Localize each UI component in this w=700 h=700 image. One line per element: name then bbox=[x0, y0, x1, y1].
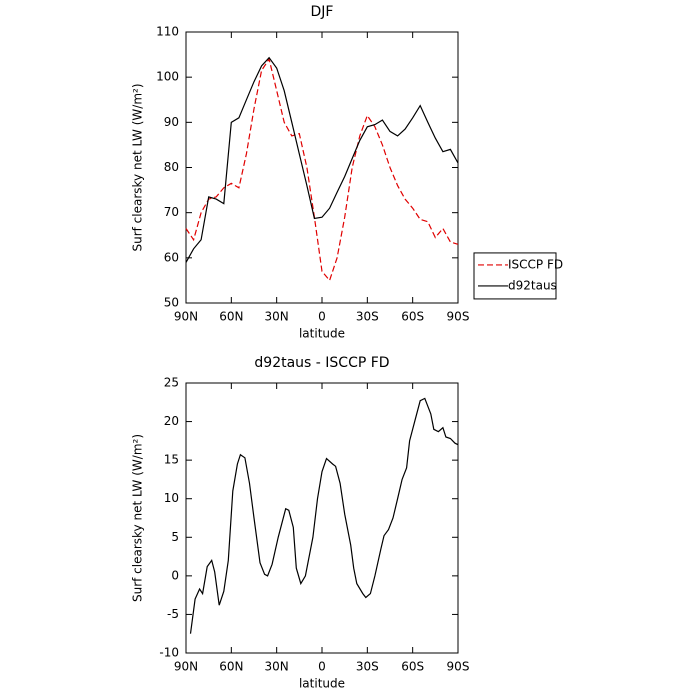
data-line bbox=[185, 57, 459, 282]
x-tick-label: 90N bbox=[174, 660, 198, 674]
y-tick-label: 60 bbox=[164, 250, 179, 264]
x-tick-label: 30N bbox=[265, 660, 289, 674]
x-tick-label: 90S bbox=[447, 660, 470, 674]
data-line bbox=[189, 397, 459, 634]
legend-label: ISCCP FD bbox=[508, 257, 563, 271]
y-tick-label: -5 bbox=[167, 607, 179, 621]
y-tick-label: 0 bbox=[171, 568, 179, 582]
data-line bbox=[185, 56, 459, 263]
chart-title: DJF bbox=[311, 4, 334, 20]
y-tick-label: 10 bbox=[164, 491, 179, 505]
y-axis-label: Surf clearsky net LW (W/m²) bbox=[131, 434, 145, 602]
x-tick-label: 60N bbox=[219, 310, 243, 324]
x-tick-label: 60S bbox=[401, 310, 424, 324]
x-tick-label: 30S bbox=[356, 660, 379, 674]
x-tick-label: 30S bbox=[356, 310, 379, 324]
y-tick-label: 80 bbox=[164, 160, 179, 174]
y-tick-label: 15 bbox=[164, 453, 179, 467]
x-tick-label: 60N bbox=[219, 660, 243, 674]
y-axis-label: Surf clearsky net LW (W/m²) bbox=[131, 83, 145, 251]
x-tick-label: 0 bbox=[318, 660, 326, 674]
x-tick-label: 90N bbox=[174, 310, 198, 324]
x-tick-label: 60S bbox=[401, 660, 424, 674]
legend-box bbox=[473, 252, 557, 300]
y-tick-label: 5 bbox=[171, 530, 179, 544]
legend-label: d92taus bbox=[508, 278, 557, 292]
x-tick-label: 30N bbox=[265, 310, 289, 324]
y-tick-label: 50 bbox=[164, 296, 179, 310]
y-tick-label: 90 bbox=[164, 115, 179, 129]
y-tick-label: 110 bbox=[156, 25, 179, 39]
x-axis-label: latitude bbox=[299, 327, 345, 341]
y-tick-label: -10 bbox=[159, 646, 179, 660]
y-tick-label: 70 bbox=[164, 205, 179, 219]
y-tick-label: 25 bbox=[164, 376, 179, 390]
y-tick-label: 20 bbox=[164, 414, 179, 428]
x-tick-label: 0 bbox=[318, 310, 326, 324]
x-axis-label: latitude bbox=[299, 677, 345, 691]
y-tick-label: 100 bbox=[156, 70, 179, 84]
plot-frame bbox=[185, 382, 459, 654]
x-tick-label: 90S bbox=[447, 310, 470, 324]
chart-title: d92taus - ISCCP FD bbox=[254, 355, 389, 371]
